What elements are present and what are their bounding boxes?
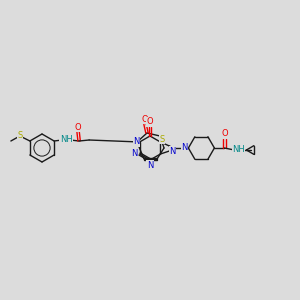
Text: O: O xyxy=(147,118,153,127)
Text: N: N xyxy=(131,149,138,158)
Text: S: S xyxy=(160,134,165,143)
Text: N: N xyxy=(169,146,176,155)
Text: NH: NH xyxy=(232,145,245,154)
Text: O: O xyxy=(221,130,228,139)
Text: N: N xyxy=(134,137,140,146)
Text: N: N xyxy=(147,160,153,169)
Text: O: O xyxy=(75,122,81,131)
Text: S: S xyxy=(17,130,22,140)
Text: N: N xyxy=(181,143,188,152)
Text: NH: NH xyxy=(60,136,73,145)
Text: O: O xyxy=(142,115,148,124)
